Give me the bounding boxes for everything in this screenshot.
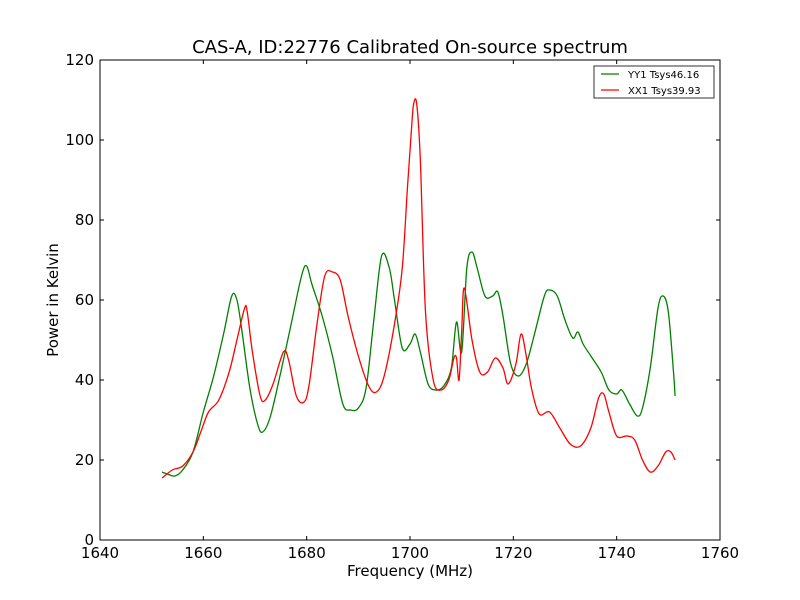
x-tick-label: 1720 (494, 544, 532, 562)
x-tick-label: 1740 (598, 544, 636, 562)
y-tick-label: 60 (75, 291, 94, 309)
series-layer (161, 98, 676, 479)
legend: YY1 Tsys46.16 XX1 Tsys39.93 (593, 65, 715, 99)
plot-area: 1640 1660 1680 1700 1720 1740 1760 0 20 40 60 80 10… (65, 51, 739, 562)
legend-label-xx1: XX1 Tsys39.93 (628, 86, 701, 97)
y-tick-label: 100 (65, 131, 94, 149)
x-axis-label: Frequency (MHz) (347, 562, 473, 580)
x-tick-label: 1660 (184, 544, 222, 562)
series-line-xx1 (161, 98, 676, 479)
legend-label-yy1: YY1 Tsys46.16 (627, 70, 699, 81)
y-tick-label: 40 (75, 371, 94, 389)
x-tick-label: 1760 (701, 544, 739, 562)
y-tick-label: 120 (65, 51, 94, 69)
y-tick-label: 20 (75, 451, 94, 469)
x-tick-label: 1640 (81, 544, 119, 562)
x-axis-ticks: 1640 1660 1680 1700 1720 1740 1760 (81, 60, 739, 562)
chart-title: CAS-A, ID:22776 Calibrated On-source spe… (192, 37, 628, 58)
x-tick-label: 1700 (391, 544, 429, 562)
y-axis-label: Power in Kelvin (44, 243, 62, 357)
y-tick-label: 80 (75, 211, 94, 229)
y-tick-label: 0 (84, 531, 94, 549)
y-axis-ticks: 0 20 40 60 80 100 120 (65, 51, 720, 549)
legend-box (593, 65, 715, 99)
x-tick-label: 1680 (288, 544, 326, 562)
series-line-yy1 (161, 251, 676, 477)
